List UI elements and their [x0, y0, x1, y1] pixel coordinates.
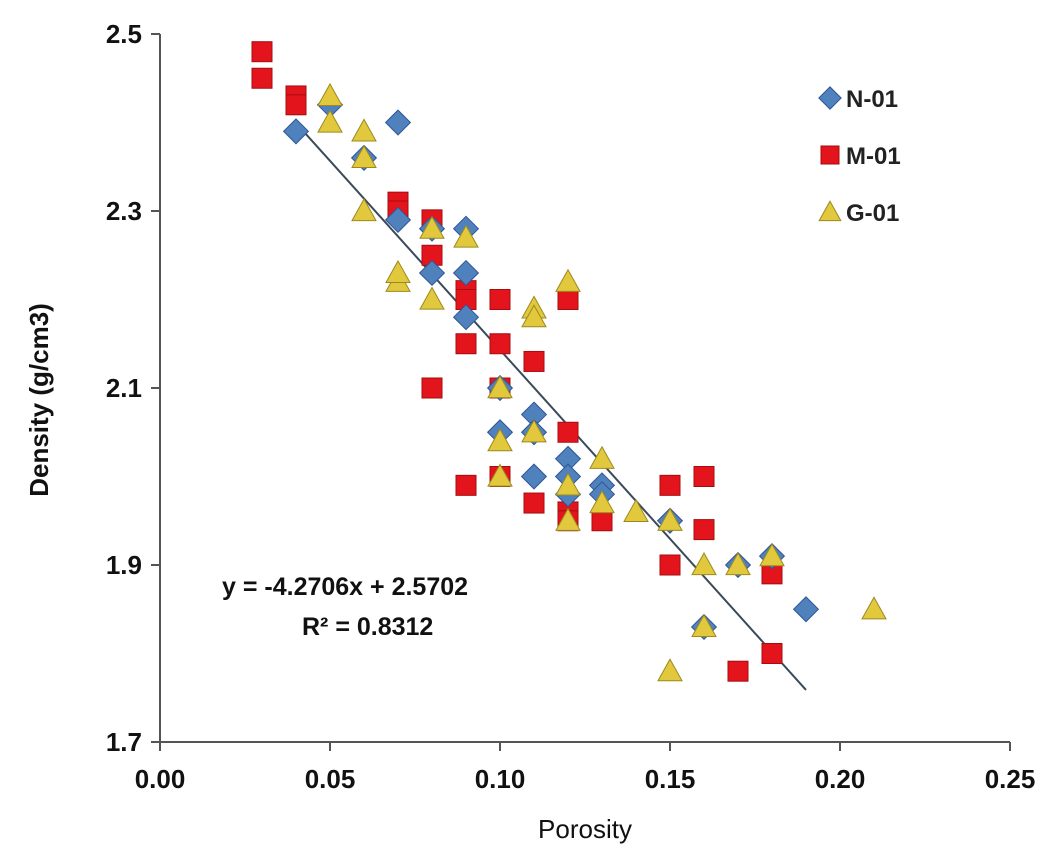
legend-marker-N-01: [818, 86, 842, 110]
point-G-01-12: [487, 463, 513, 487]
point-G-01-25: [691, 613, 717, 638]
point-M-01-27: [693, 519, 715, 541]
legend-marker-M-01: [820, 145, 840, 165]
point-G-01-6: [385, 259, 411, 284]
point-G-01-8: [419, 215, 445, 239]
point-N-01-6: [418, 259, 446, 287]
y-tick-label-0: 1.7: [106, 727, 142, 757]
point-G-01-15: [521, 419, 547, 443]
point-M-01-11: [455, 333, 477, 355]
point-M-01-13: [489, 289, 511, 310]
point-N-01-2: [384, 109, 412, 136]
x-tick-label-1: 0.05: [305, 764, 356, 794]
point-G-01-1: [317, 109, 343, 133]
y-tick-label-2: 2.1: [106, 373, 142, 403]
legend-marker-G-01: [818, 200, 842, 222]
point-G-01-18: [555, 507, 581, 531]
point-M-01-19: [557, 289, 579, 310]
point-M-01-14: [489, 333, 511, 355]
point-M-01-20: [557, 421, 579, 443]
point-M-01-23: [591, 510, 613, 532]
point-G-01-9: [453, 224, 479, 248]
y-tick-label-1: 1.9: [106, 550, 142, 580]
point-N-01-7: [452, 259, 480, 287]
legend: N-01 M-01 G-01: [818, 86, 901, 227]
point-M-01-26: [693, 466, 715, 487]
legend-label-M-01: M-01: [846, 143, 901, 170]
point-M-01-17: [523, 350, 545, 372]
trendline-equation: y = -4.2706x + 2.5702: [222, 573, 468, 601]
point-M-01-12: [455, 474, 477, 496]
point-M-01-8: [421, 377, 443, 399]
point-G-01-21: [623, 498, 649, 522]
point-N-01-14: [520, 463, 548, 490]
point-G-01-11: [487, 428, 513, 452]
point-M-01-18: [523, 492, 545, 514]
point-G-01-22: [657, 507, 683, 531]
point-G-01-23: [657, 658, 683, 682]
point-G-01-7: [419, 286, 445, 310]
point-G-01-10: [487, 374, 513, 399]
axes: [159, 34, 1010, 743]
series-G-01: [317, 82, 887, 682]
point-G-01-4: [351, 197, 377, 222]
tick-labels: 0.00 0.05 0.10 0.15 0.20 0.25 1.7 1.9 2.1 2.3 2.5: [106, 19, 1035, 794]
point-M-01-3: [285, 94, 307, 116]
data-points: [251, 41, 887, 682]
point-M-01-1: [251, 67, 273, 89]
legend-label-N-01: N-01: [846, 86, 898, 113]
x-tick-label-0: 0.00: [135, 764, 186, 794]
x-tick-label-2: 0.10: [475, 764, 526, 794]
point-N-01-24: [792, 596, 820, 623]
point-G-01-16: [555, 268, 581, 292]
ticks: [151, 33, 1011, 751]
point-G-01-17: [555, 472, 581, 496]
y-tick-label-3: 2.3: [106, 196, 142, 226]
point-G-01-24: [691, 551, 717, 576]
point-N-01-8: [452, 304, 480, 331]
y-axis-title: Density (g/cm3): [24, 303, 54, 497]
point-G-01-2: [351, 118, 377, 142]
x-axis-title: Porosity: [538, 814, 632, 844]
point-M-01-0: [251, 41, 273, 63]
point-G-01-27: [759, 543, 785, 567]
x-tick-label-5: 0.25: [985, 764, 1036, 794]
point-N-01-4: [384, 206, 412, 233]
series-M-01: [251, 41, 783, 682]
point-G-01-28: [861, 596, 887, 620]
point-G-01-3: [351, 144, 377, 168]
trendline-layer: [295, 122, 807, 691]
r-squared-label: R² = 0.8312: [302, 613, 433, 641]
point-N-01-0: [282, 118, 310, 145]
point-G-01-20: [589, 490, 615, 514]
trendline: [295, 122, 807, 691]
point-M-01-30: [761, 643, 783, 664]
point-G-01-19: [589, 445, 615, 469]
y-tick-label-4: 2.5: [106, 19, 142, 49]
point-G-01-0: [317, 82, 343, 107]
x-tick-label-3: 0.15: [645, 764, 696, 794]
legend-label-G-01: G-01: [846, 200, 899, 227]
point-M-01-25: [659, 554, 681, 576]
point-M-01-24: [659, 474, 681, 496]
point-G-01-26: [725, 551, 751, 576]
point-M-01-28: [727, 660, 749, 682]
x-tick-label-4: 0.20: [815, 764, 866, 794]
point-G-01-14: [521, 304, 547, 328]
